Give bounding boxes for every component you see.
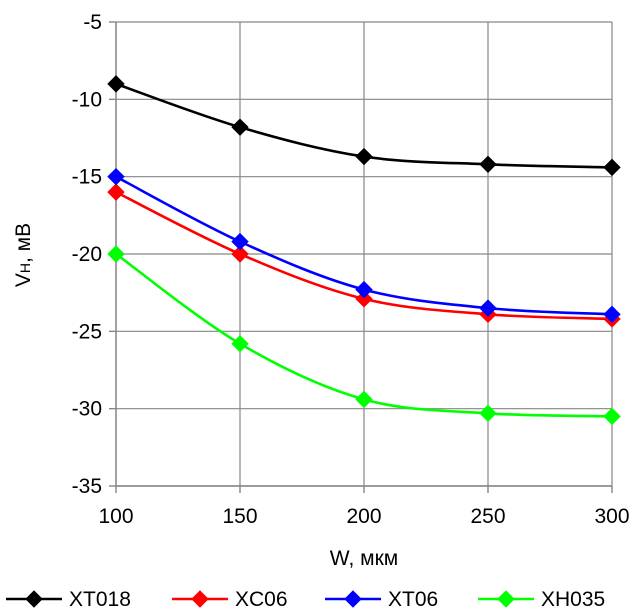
legend-marker-xt06	[344, 590, 362, 608]
data-point-xt018	[231, 118, 249, 136]
legend-marker-xc06	[191, 590, 209, 608]
data-point-xt06	[355, 280, 373, 299]
y-tick-label: -30	[72, 398, 102, 421]
legend-label-xt06: XT06	[388, 588, 438, 611]
x-tick-label: 150	[222, 505, 257, 528]
y-axis-title-sub: H	[17, 263, 33, 273]
legend-item-xh035: XH035	[478, 588, 605, 611]
legend-item-xt06: XT06	[325, 588, 438, 611]
legend-marker-xt018	[25, 590, 43, 608]
data-point-xt018	[355, 147, 373, 166]
y-axis-title-rest: , мВ	[12, 223, 35, 263]
y-tick-label: -10	[72, 88, 102, 111]
x-tick-label: 100	[98, 505, 133, 528]
y-tick-label: -15	[72, 166, 102, 189]
series-xh035	[107, 245, 621, 426]
data-point-xh035	[107, 245, 125, 263]
y-axis-title-main: V	[12, 273, 35, 287]
legend-item-xt018: XT018	[6, 588, 131, 611]
data-point-xh035	[231, 334, 249, 353]
x-tick-labels: 100 150 200 250 300	[98, 505, 629, 528]
data-point-xh035	[603, 407, 621, 426]
x-tick-label: 200	[346, 505, 381, 528]
data-point-xh035	[355, 390, 373, 409]
y-tick-label: -35	[72, 475, 102, 498]
legend-label-xh035: XH035	[541, 588, 605, 611]
data-point-xt018	[479, 155, 497, 174]
x-axis-title: W, мкм	[330, 547, 398, 570]
legend-label-xc06: XC06	[235, 588, 288, 611]
data-point-xt06	[107, 167, 125, 186]
legend-item-xc06: XC06	[172, 588, 288, 611]
y-axis-title: VH, мВ	[12, 223, 35, 287]
legend-label-xt018: XT018	[69, 588, 131, 611]
y-tick-label: -20	[72, 243, 102, 266]
data-point-xc06	[355, 290, 373, 308]
data-point-xt06	[603, 305, 621, 324]
series-layer	[107, 75, 621, 426]
data-point-xc06	[107, 183, 125, 201]
y-tick-labels: -35 -30 -25 -20 -15 -10 -5	[72, 11, 102, 498]
y-tick-label: -25	[72, 320, 102, 343]
series-xt06	[107, 167, 621, 324]
series-xt018	[107, 75, 621, 177]
y-tick-label: -5	[83, 11, 102, 34]
data-point-xt018	[107, 75, 125, 93]
legend-marker-xh035	[497, 590, 515, 608]
x-tick-label: 300	[594, 505, 629, 528]
data-point-xt018	[603, 158, 621, 177]
data-point-xt06	[479, 299, 497, 317]
data-point-xt06	[231, 232, 249, 251]
data-point-xc06	[231, 245, 249, 263]
x-tick-label: 250	[470, 505, 505, 528]
legend: XT018 XC06 XT06 XH035	[6, 588, 605, 611]
data-point-xh035	[479, 404, 497, 423]
